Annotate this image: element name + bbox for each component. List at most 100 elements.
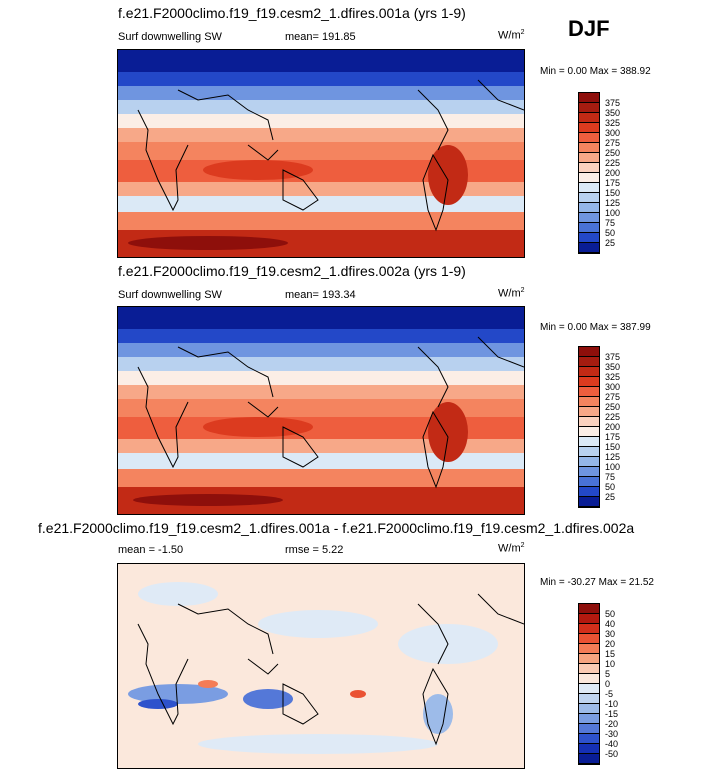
panel2-units-text: W/m	[498, 287, 521, 300]
colorbar-swatch	[579, 377, 599, 387]
colorbar-tick-label: 350	[605, 108, 621, 118]
colorbar-swatch	[579, 714, 599, 724]
colorbar-swatch	[579, 213, 599, 223]
colorbar-tick-label: 100	[605, 208, 621, 218]
colorbar-tick-label: 40	[605, 619, 616, 629]
map-coastlines	[137, 593, 524, 746]
colorbar-swatch	[579, 694, 599, 704]
panel1-map	[117, 49, 525, 258]
colorbar-tick-label: 250	[605, 402, 621, 412]
map-band-north-high	[118, 72, 524, 86]
colorbar-swatch	[579, 143, 599, 153]
map-blob-antarctic-max	[133, 494, 283, 506]
colorbar-tick-label: -20	[605, 719, 619, 729]
map-band-south-mid	[118, 182, 524, 196]
colorbar-tick-label: 250	[605, 148, 621, 158]
map-band-equator	[118, 142, 524, 160]
colorbar-swatch	[579, 604, 599, 614]
panel3-units-exp: 2	[520, 542, 525, 549]
panel2-map-svg	[118, 307, 524, 514]
colorbar-tick-label: 200	[605, 168, 621, 178]
colorbar-tick-label: 300	[605, 128, 621, 138]
diff-blob-2	[258, 610, 378, 638]
map-coastlines	[137, 79, 524, 232]
colorbar-swatch	[579, 487, 599, 497]
colorbar-tick-label: 150	[605, 188, 621, 198]
colorbar-tick-label: -10	[605, 699, 619, 709]
colorbar-swatch	[579, 203, 599, 213]
colorbar-tick-label: 10	[605, 659, 616, 669]
season-label: DJF	[568, 16, 610, 41]
map-band-south-sub	[118, 453, 524, 469]
colorbar-swatch	[579, 193, 599, 203]
map-coastlines	[137, 336, 524, 489]
map-band-subtropic	[118, 114, 524, 128]
colorbar-tick-label: 0	[605, 679, 611, 689]
colorbar-tick-label: 20	[605, 639, 616, 649]
colorbar-swatch	[579, 437, 599, 447]
colorbar-tick-label: 75	[605, 472, 616, 482]
map-band-subtropic	[118, 371, 524, 385]
map-band-tropic-north	[118, 385, 524, 399]
colorbar-swatch	[579, 347, 599, 357]
colorbar-swatch	[579, 223, 599, 233]
panel2-minmax: Min = 0.00 Max = 387.99	[540, 322, 651, 333]
colorbar-swatch	[579, 397, 599, 407]
map-band-south-high	[118, 212, 524, 230]
colorbar-swatch	[579, 113, 599, 123]
map-band-south-sub	[118, 196, 524, 212]
colorbar-tick-label: 225	[605, 412, 621, 422]
colorbar-swatch	[579, 614, 599, 624]
map-blob-antarctic-max	[128, 236, 288, 250]
diff-blob-7	[423, 694, 453, 734]
colorbar-tick-label: -40	[605, 739, 619, 749]
colorbar-tick-label: 50	[605, 482, 616, 492]
colorbar-swatch	[579, 467, 599, 477]
colorbar-tick-label: 15	[605, 649, 616, 659]
colorbar-swatch	[579, 417, 599, 427]
colorbar-tick-label: 275	[605, 138, 621, 148]
panel1-units: W/m2	[498, 29, 525, 42]
colorbar-tick-label: -30	[605, 729, 619, 739]
colorbar-swatch	[579, 744, 599, 754]
panel1-minmax: Min = 0.00 Max = 388.92	[540, 66, 651, 77]
panel3-minmax: Min = -30.27 Max = 21.52	[540, 577, 654, 588]
colorbar-tick-label: 25	[605, 238, 616, 248]
panel3-units-text: W/m	[498, 542, 521, 555]
colorbar-swatch	[579, 624, 599, 634]
map-band-south-mid	[118, 439, 524, 453]
colorbar-tick-label: -5	[605, 689, 614, 699]
map-band-polar-north	[118, 307, 524, 329]
panel3-title: f.e21.F2000climo.f19_f19.cesm2_1.dfires.…	[38, 520, 635, 536]
colorbar-swatch	[579, 163, 599, 173]
map-band-north-mid	[118, 343, 524, 357]
diff-blob-9	[198, 680, 218, 688]
colorbar-tick-label: 125	[605, 198, 621, 208]
colorbar-swatch	[579, 754, 599, 764]
map-blob-indian-ocean	[203, 160, 313, 180]
panel2-mean: mean= 193.34	[285, 289, 356, 301]
map-blob-south-america	[428, 145, 468, 205]
colorbar-swatch	[579, 357, 599, 367]
panel3-colorbar: 50 40 30 20 15 10 5 0 -5 -10 -15 -20 -30 -40 -50	[578, 603, 618, 765]
panel3-mean: mean = -1.50	[118, 544, 184, 556]
colorbar-tick-label: 75	[605, 218, 616, 228]
panel3-map-svg	[118, 564, 524, 768]
colorbar-swatch	[579, 724, 599, 734]
colorbar-swatch	[579, 447, 599, 457]
colorbar-swatch	[579, 367, 599, 377]
map-band-polar-north	[118, 50, 524, 72]
colorbar-swatch	[579, 704, 599, 714]
colorbar-swatch	[579, 153, 599, 163]
colorbar-tick-label: 375	[605, 352, 621, 362]
colorbar-tick-label: 5	[605, 669, 611, 679]
colorbar-swatch	[579, 427, 599, 437]
panel1-units-text: W/m	[498, 29, 521, 42]
panel3-units: W/m2	[498, 542, 525, 555]
diff-blob-6	[243, 689, 293, 709]
colorbar-swatch	[579, 674, 599, 684]
panel1-map-svg	[118, 50, 524, 257]
colorbar-swatch	[579, 387, 599, 397]
colorbar-swatch	[579, 734, 599, 744]
panel1-mean: mean= 191.85	[285, 31, 356, 43]
